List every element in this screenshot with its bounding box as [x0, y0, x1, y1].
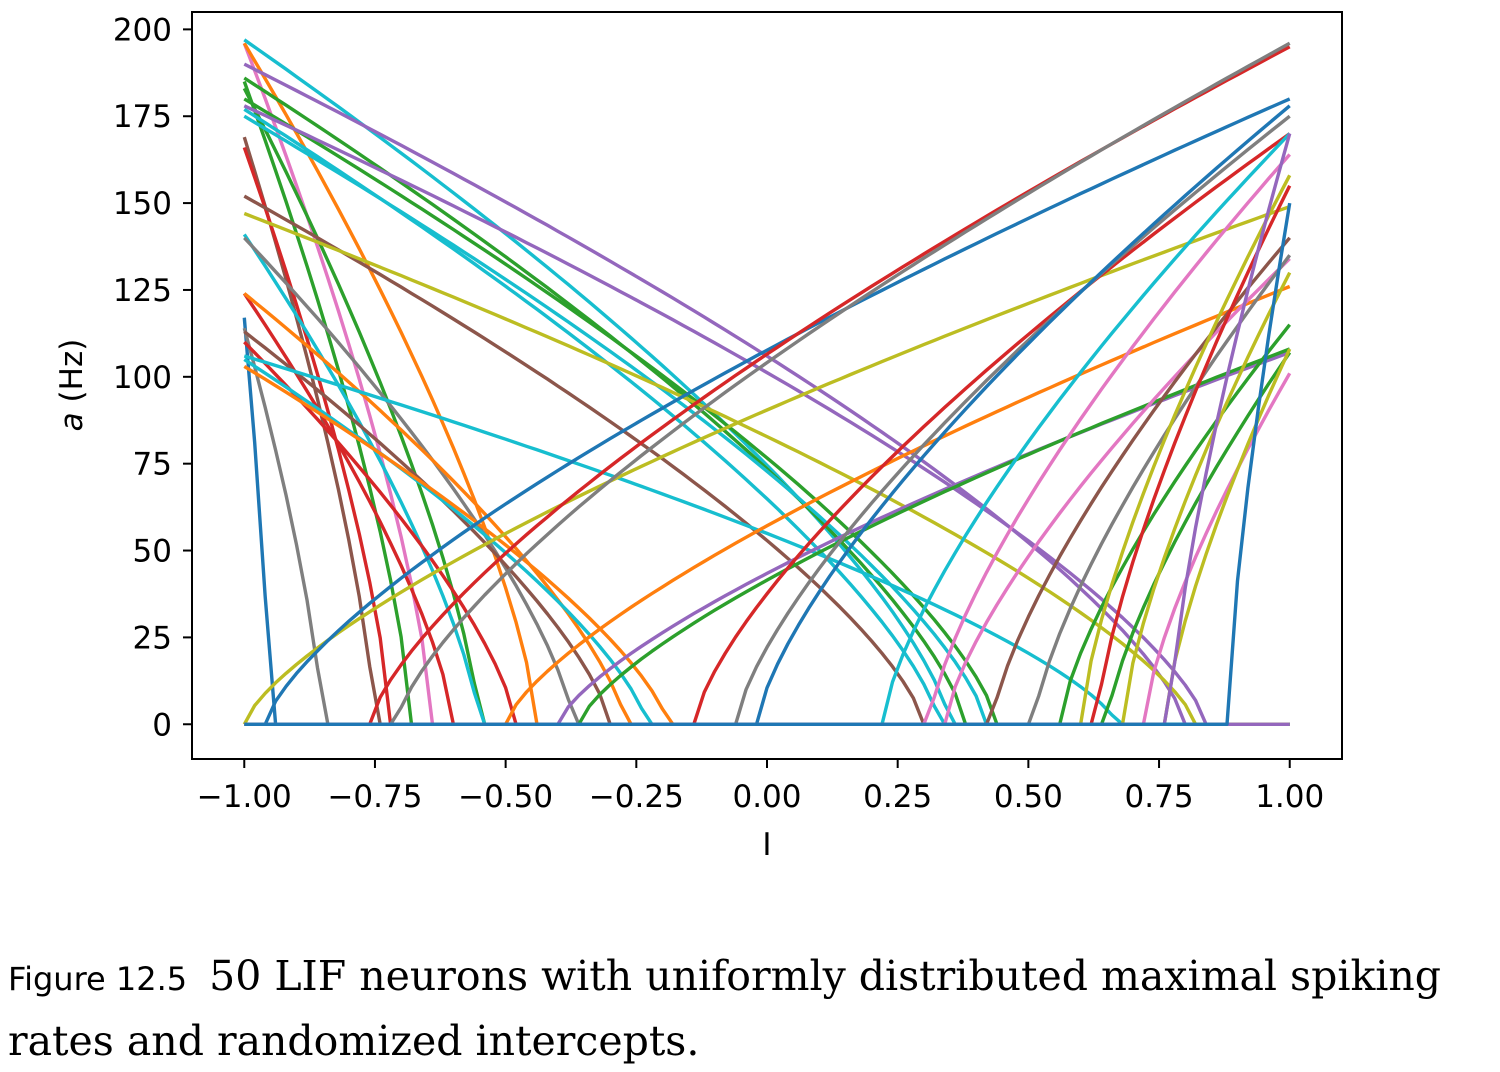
series-group	[242, 38, 1292, 726]
x-tick-label: 1.00	[1255, 779, 1324, 815]
y-tick-label: 150	[113, 186, 172, 222]
y-tick-label: 200	[113, 12, 172, 48]
y-axis-label-unit: (Hz)	[54, 339, 90, 413]
neuron-curve-27	[242, 204, 1291, 726]
figure-caption: Figure 12.5 50 LIF neurons with uniformly…	[8, 945, 1498, 1072]
x-axis-label: I	[762, 827, 771, 863]
x-tick-label: −0.25	[589, 779, 684, 815]
neuron-curve-25	[243, 211, 1290, 726]
y-ticks: 0 25 50 75 100 125 150 175 200	[113, 12, 192, 743]
neuron-curve-30	[244, 41, 1291, 726]
y-tick-label: 25	[133, 620, 172, 656]
neuron-curve-29	[244, 45, 1291, 726]
caption-label: Figure 12.5	[8, 960, 188, 998]
x-tick-label: −0.50	[458, 779, 553, 815]
neuron-curve-19	[243, 38, 1290, 726]
x-tick-label: 0.75	[1125, 779, 1194, 815]
x-tick-label: 0.00	[732, 779, 801, 815]
y-tick-label: 125	[113, 273, 172, 309]
y-tick-label: 75	[133, 447, 172, 483]
y-tick-label: 50	[133, 534, 172, 570]
neuron-curve-26	[243, 104, 1290, 726]
neuron-curve-23	[243, 354, 1290, 726]
y-tick-label: 175	[113, 99, 172, 135]
lif-tuning-curves-chart: −1.00 −0.75 −0.50 −0.25 0.00 0.25 0.50 0.75 1.00…	[54, 11, 1343, 863]
x-tick-label: 0.25	[863, 779, 932, 815]
neuron-curve-50	[244, 202, 1292, 726]
x-tick-label: −0.75	[327, 779, 422, 815]
x-tick-label: −1.00	[197, 779, 292, 815]
y-axis-label-italic: a	[54, 412, 90, 431]
y-tick-label: 100	[113, 360, 172, 396]
y-tick-label: 0	[152, 707, 172, 743]
x-tick-label: 0.50	[994, 779, 1063, 815]
x-ticks: −1.00 −0.75 −0.50 −0.25 0.00 0.25 0.50 0.75 1.00	[197, 759, 1324, 815]
caption-text: 50 LIF neurons with uniformly distribute…	[8, 952, 1442, 1065]
y-axis-label: a (Hz)	[54, 339, 90, 432]
neuron-curve-28	[244, 97, 1291, 726]
